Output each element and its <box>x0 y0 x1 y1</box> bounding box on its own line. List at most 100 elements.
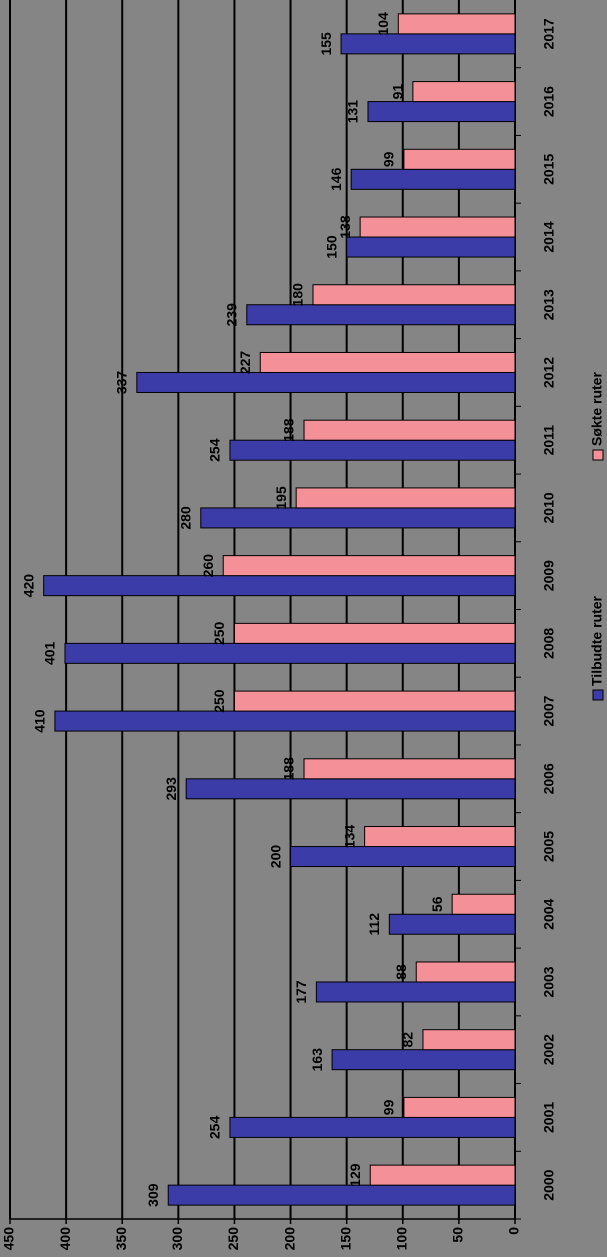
bar <box>303 758 516 780</box>
x-tick-label: 2008 <box>541 628 557 659</box>
bar <box>451 893 516 915</box>
y-tick-label: 150 <box>337 1227 353 1251</box>
data-label: 82 <box>400 1032 416 1048</box>
bar <box>64 642 516 664</box>
data-label: 337 <box>114 371 130 395</box>
data-label: 293 <box>163 777 179 801</box>
bar <box>403 1096 516 1118</box>
data-label: 180 <box>290 283 306 307</box>
data-label: 188 <box>281 418 297 442</box>
data-label: 250 <box>211 689 227 713</box>
bar <box>369 1164 516 1186</box>
y-tick-label: 350 <box>113 1227 129 1251</box>
y-tick-label: 200 <box>281 1227 297 1251</box>
data-label: 227 <box>237 351 253 375</box>
data-label: 254 <box>207 1116 223 1140</box>
legend-swatch <box>592 689 604 701</box>
data-label: 188 <box>281 757 297 781</box>
data-label: 239 <box>223 303 239 327</box>
data-label: 91 <box>390 84 406 100</box>
data-label: 104 <box>375 12 391 36</box>
bar <box>185 778 516 800</box>
data-label: 112 <box>366 913 382 936</box>
legend-swatch <box>592 449 604 461</box>
data-label: 99 <box>381 151 397 167</box>
y-tick-label: 400 <box>57 1227 73 1251</box>
bar <box>303 419 516 441</box>
bar <box>340 33 516 55</box>
data-label: 410 <box>32 709 48 733</box>
bar <box>229 1116 516 1138</box>
data-label: 56 <box>429 896 445 912</box>
y-tick-label: 250 <box>225 1227 241 1251</box>
data-label: 99 <box>381 1099 397 1115</box>
bar <box>246 304 516 326</box>
data-label: 155 <box>318 32 334 56</box>
x-tick-label: 2009 <box>541 560 557 591</box>
bar <box>54 710 516 732</box>
x-tick-label: 2005 <box>541 831 557 862</box>
data-label: 131 <box>345 100 361 124</box>
y-tick-label: 50 <box>450 1227 466 1243</box>
data-label: 401 <box>42 641 58 665</box>
bar <box>422 1029 516 1051</box>
bar <box>167 1184 516 1206</box>
data-label: 195 <box>273 486 289 510</box>
legend-label: Søkte ruter <box>589 372 605 446</box>
bar <box>295 487 516 509</box>
x-tick-label: 2016 <box>541 86 557 117</box>
bar <box>290 846 516 868</box>
bar <box>359 216 516 238</box>
x-tick-label: 2012 <box>541 357 557 388</box>
y-tick-label: 300 <box>169 1227 185 1251</box>
bar <box>367 101 516 123</box>
bar <box>346 236 516 258</box>
x-tick-label: 2010 <box>541 492 557 523</box>
data-label: 280 <box>177 506 193 530</box>
y-tick-label: 0 <box>506 1227 522 1235</box>
y-tick-label: 100 <box>393 1227 409 1251</box>
data-label: 146 <box>328 167 344 191</box>
bar <box>233 622 516 644</box>
bar <box>43 575 516 597</box>
bar <box>233 690 516 712</box>
x-tick-label: 2003 <box>541 966 557 997</box>
bar <box>312 284 516 306</box>
bar <box>403 148 516 170</box>
data-label: 88 <box>393 964 409 980</box>
x-tick-label: 2013 <box>541 289 557 320</box>
x-tick-label: 2004 <box>541 898 557 929</box>
x-tick-label: 2014 <box>541 221 557 252</box>
data-label: 309 <box>145 1183 161 1207</box>
legend-label: Tilbudte ruter <box>589 595 605 686</box>
x-tick-label: 2007 <box>541 695 557 726</box>
x-tick-label: 2000 <box>541 1169 557 1200</box>
x-tick-label: 2001 <box>541 1102 557 1133</box>
bar <box>315 981 516 1003</box>
data-label: 254 <box>207 438 223 462</box>
x-tick-label: 2011 <box>541 425 557 456</box>
data-label: 150 <box>323 235 339 259</box>
bar <box>136 371 516 393</box>
bar <box>412 81 516 103</box>
data-label: 420 <box>20 574 36 598</box>
x-tick-label: 2002 <box>541 1034 557 1065</box>
bar <box>222 555 516 577</box>
data-label: 138 <box>337 215 353 239</box>
bar <box>200 507 516 529</box>
bar <box>350 168 516 190</box>
data-label: 200 <box>267 845 283 869</box>
x-tick-label: 2017 <box>541 18 557 49</box>
data-label: 177 <box>293 980 309 1004</box>
data-label: 163 <box>309 1048 325 1072</box>
x-tick-label: 2006 <box>541 763 557 794</box>
data-label: 260 <box>200 554 216 578</box>
y-tick-label: 450 <box>1 1227 17 1251</box>
bar <box>415 961 516 983</box>
bar <box>331 1049 516 1071</box>
bar <box>397 13 516 35</box>
data-label: 134 <box>341 825 357 849</box>
